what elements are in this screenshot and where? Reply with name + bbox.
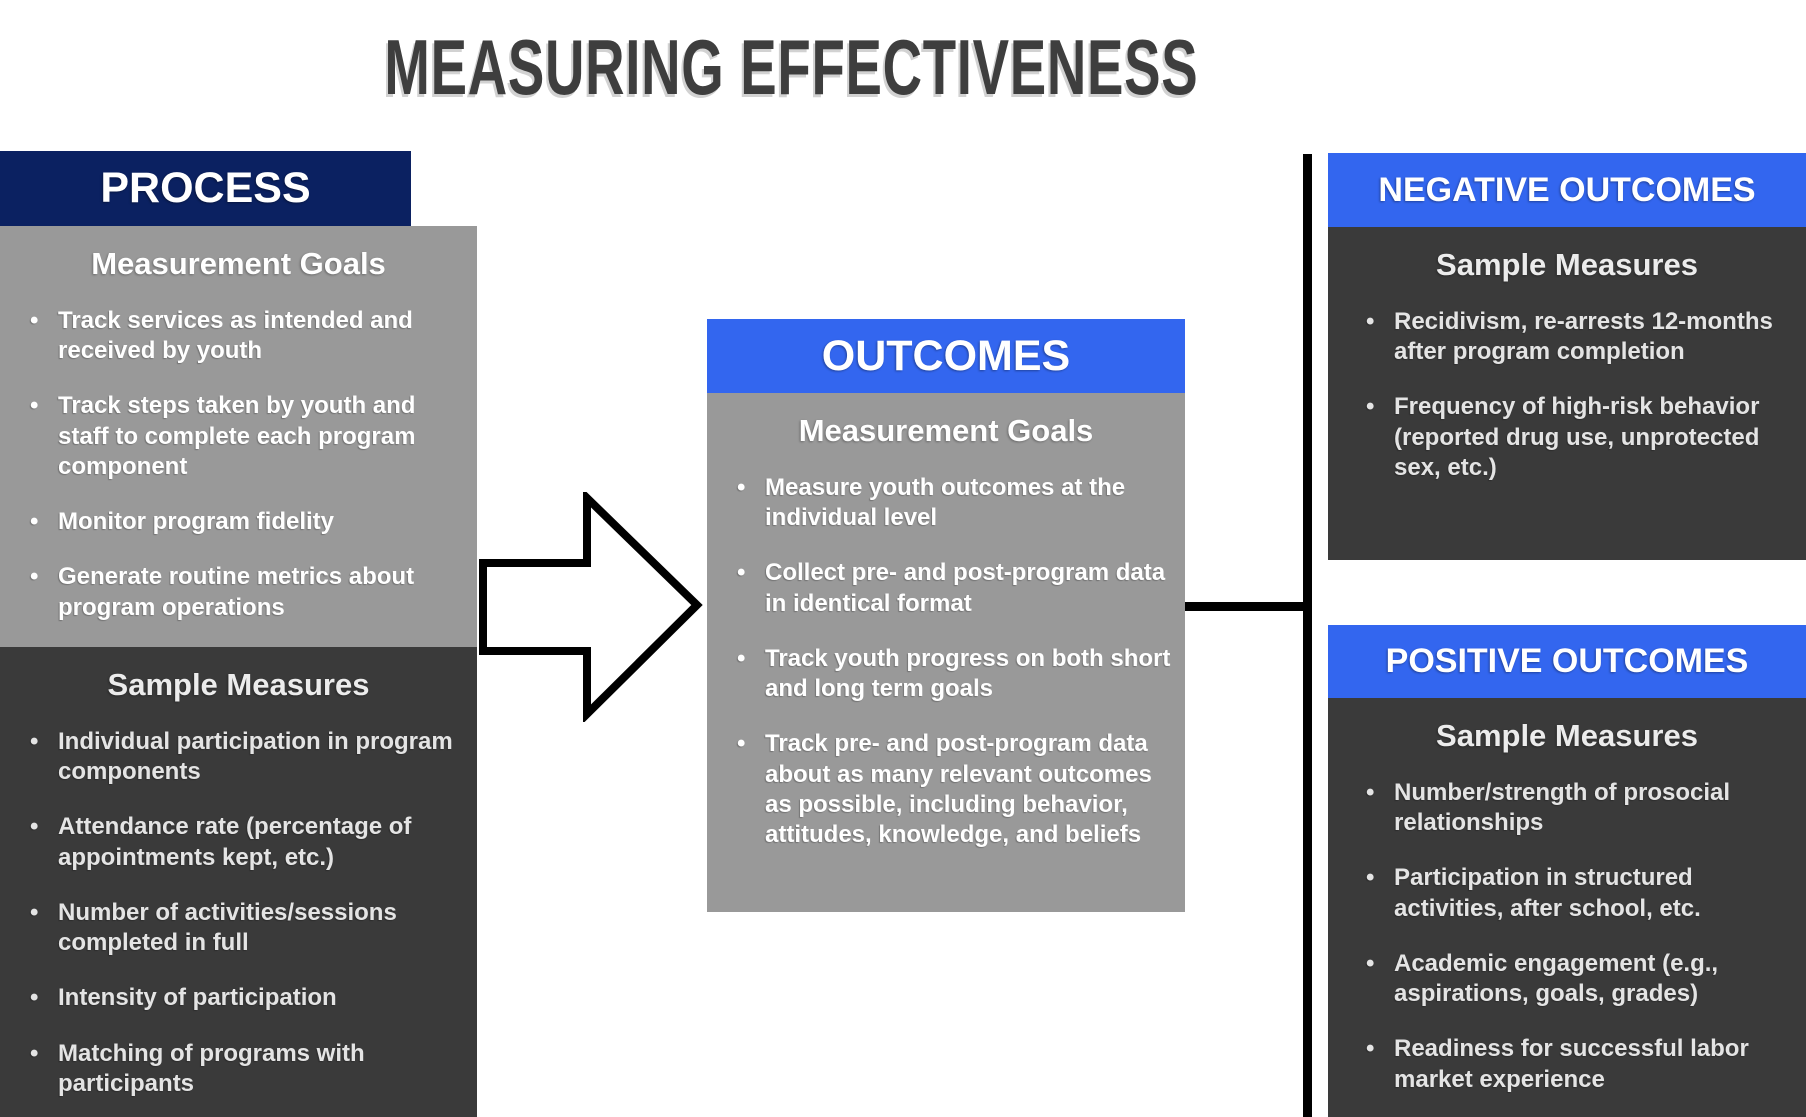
list-item-text: Frequency of high-risk behavior (reporte… [1394, 393, 1760, 481]
list-item: • Matching of programs with participants [30, 1039, 467, 1099]
bullet-icon: • [737, 730, 746, 758]
process-goals-list: • Track services as intended and receive… [0, 306, 477, 623]
list-item-text: Academic engagement (e.g., aspirations, … [1394, 949, 1719, 1008]
list-item-text: Recidivism, re-arrests 12-months after p… [1394, 308, 1773, 366]
process-measures-heading: Sample Measures [107, 667, 370, 702]
outcomes-header: OUTCOMES [707, 319, 1185, 393]
list-item: • Participation in structured activities… [1366, 863, 1796, 923]
page-title-text: MEASURING EFFECTIVENESS [384, 23, 1198, 111]
process-to-outcomes-arrow-icon [479, 492, 703, 722]
positive-measures-heading: Sample Measures [1436, 718, 1698, 753]
list-item: • Readiness for successful labor market … [1366, 1034, 1796, 1094]
list-item: • Academic engagement (e.g., aspirations… [1366, 949, 1796, 1009]
negative-outcomes-header: NEGATIVE OUTCOMES [1328, 153, 1806, 227]
bullet-icon: • [30, 508, 39, 536]
list-item-text: Number of activities/sessions completed … [58, 898, 397, 957]
list-item: • Track steps taken by youth and staff t… [30, 391, 467, 482]
list-item: • Track services as intended and receive… [30, 306, 467, 366]
process-sample-measures-panel: Sample Measures • Individual participati… [0, 647, 477, 1117]
list-item-text: Attendance rate (percentage of appointme… [58, 813, 412, 871]
bullet-icon: • [1366, 1035, 1375, 1063]
process-goals-heading: Measurement Goals [91, 246, 386, 281]
bullet-icon: • [1366, 779, 1375, 806]
list-item: • Number of activities/sessions complete… [30, 898, 467, 958]
bullet-icon: • [30, 1039, 39, 1067]
positive-outcomes-header: POSITIVE OUTCOMES [1328, 625, 1806, 698]
bullet-icon: • [30, 392, 39, 420]
list-item: • Individual participation in program co… [30, 727, 467, 787]
list-item-text: Matching of programs with participants [58, 1039, 365, 1097]
outcomes-box: OUTCOMES Measurement Goals • Measure you… [707, 319, 1185, 912]
bullet-icon: • [737, 559, 746, 587]
list-item-text: Track services as intended and received … [58, 307, 413, 365]
negative-sample-measures-panel: Sample Measures • Recidivism, re-arrests… [1328, 227, 1806, 560]
list-item: • Attendance rate (percentage of appoint… [30, 812, 467, 872]
outcomes-bracket-vertical-line [1303, 154, 1312, 1117]
outcomes-goals-heading: Measurement Goals [798, 413, 1094, 448]
process-header: PROCESS [0, 151, 411, 226]
bullet-icon: • [30, 898, 39, 926]
bullet-icon: • [30, 563, 39, 591]
page-title: MEASURING EFFECTIVENESS [0, 22, 1582, 113]
list-item-text: Generate routine metrics about program o… [58, 563, 415, 621]
bullet-icon: • [30, 307, 39, 334]
outcomes-measurement-goals-panel: Measurement Goals • Measure youth outcom… [707, 393, 1185, 912]
list-item: • Recidivism, re-arrests 12-months after… [1366, 307, 1796, 367]
list-item: • Collect pre- and post-program data in … [737, 558, 1175, 618]
negative-measures-list: • Recidivism, re-arrests 12-months after… [1328, 307, 1806, 483]
list-item: • Generate routine metrics about program… [30, 562, 467, 622]
list-item-text: Measure youth outcomes at the individual… [765, 474, 1126, 532]
positive-sample-measures-panel: Sample Measures • Number/strength of pro… [1328, 698, 1806, 1117]
bullet-icon: • [1366, 308, 1375, 335]
outcomes-goals-list: • Measure youth outcomes at the individu… [707, 473, 1185, 850]
positive-outcomes-box: POSITIVE OUTCOMES Sample Measures • Numb… [1328, 625, 1806, 1117]
list-item: • Frequency of high-risk behavior (repor… [1366, 392, 1796, 483]
bullet-icon: • [30, 984, 39, 1012]
list-item: • Track pre- and post-program data about… [737, 729, 1175, 850]
negative-outcomes-box: NEGATIVE OUTCOMES Sample Measures • Reci… [1328, 153, 1806, 560]
bullet-icon: • [1366, 864, 1375, 892]
bullet-icon: • [30, 728, 39, 755]
list-item: • Track youth progress on both short and… [737, 644, 1175, 704]
bullet-icon: • [737, 644, 746, 672]
list-item-text: Collect pre- and post-program data in id… [765, 559, 1166, 617]
list-item-text: Participation in structured activities, … [1394, 864, 1701, 922]
list-item: • Monitor program fidelity [30, 507, 467, 537]
positive-measures-list: • Number/strength of prosocial relations… [1328, 778, 1806, 1095]
negative-measures-heading: Sample Measures [1436, 247, 1698, 282]
list-item-text: Readiness for successful labor market ex… [1394, 1035, 1749, 1093]
process-measures-list: • Individual participation in program co… [0, 727, 477, 1099]
bullet-icon: • [30, 813, 39, 841]
process-measurement-goals-panel: Measurement Goals • Track services as in… [0, 226, 477, 647]
bullet-icon: • [737, 474, 746, 501]
list-item: • Intensity of participation [30, 983, 467, 1013]
list-item-text: Intensity of participation [58, 984, 337, 1012]
list-item-text: Monitor program fidelity [58, 508, 334, 536]
list-item-text: Track pre- and post-program data about a… [765, 730, 1152, 849]
list-item-text: Track youth progress on both short and l… [765, 644, 1171, 703]
list-item-text: Track steps taken by youth and staff to … [58, 392, 416, 480]
bullet-icon: • [1366, 393, 1375, 421]
list-item-text: Individual participation in program comp… [58, 728, 453, 786]
bullet-icon: • [1366, 949, 1375, 977]
process-box: PROCESS Measurement Goals • Track servic… [0, 151, 477, 1117]
outcomes-connector-horizontal-line [1185, 602, 1306, 611]
list-item: • Measure youth outcomes at the individu… [737, 473, 1175, 533]
list-item: • Number/strength of prosocial relations… [1366, 778, 1796, 838]
list-item-text: Number/strength of prosocial relationshi… [1394, 779, 1731, 837]
